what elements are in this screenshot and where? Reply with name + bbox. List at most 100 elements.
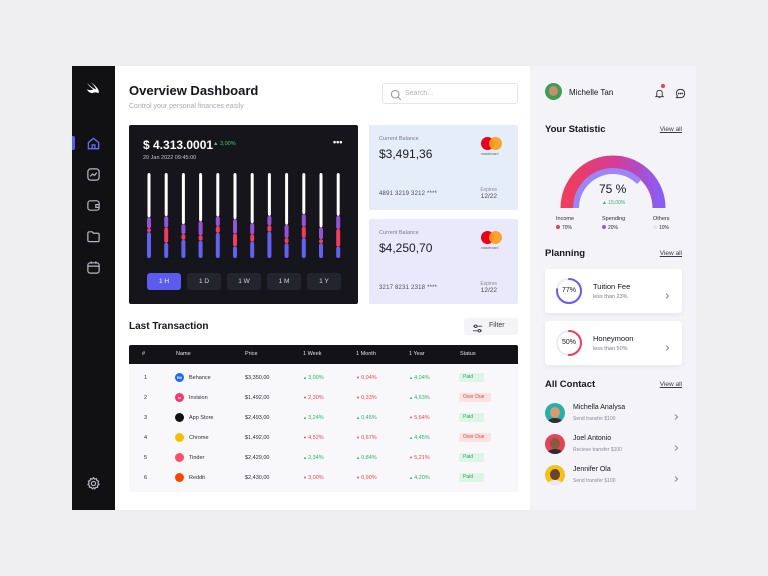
arrow-up-icon: ▲ bbox=[356, 455, 362, 460]
row-price: $3,350,00 bbox=[245, 375, 270, 381]
table-row[interactable]: 6 Reddit $2,430,00 ▼ 3,00% ▼ 0,90% ▲ 4,20% Pai… bbox=[129, 468, 518, 488]
statistic-title: Your Statistic bbox=[545, 124, 606, 135]
user-avatar[interactable] bbox=[545, 83, 562, 100]
legend-income-value: 70% bbox=[556, 225, 572, 231]
chevron-right-icon[interactable] bbox=[672, 470, 680, 482]
contact-transfer-note: Send transfer $100 bbox=[573, 416, 616, 422]
legend-spending-value: 20% bbox=[602, 225, 618, 231]
card-balance-amount: $3,491,36 bbox=[379, 147, 433, 161]
gauge-income-arc bbox=[560, 155, 666, 209]
chart-bar-segment bbox=[302, 173, 306, 215]
contact-name: Jennifer Ola bbox=[573, 466, 611, 473]
table-row[interactable]: 5 Tinder $2,429,00 ▲ 2,34% ▲ 0,84% ▼ 5,21% Pai… bbox=[129, 448, 518, 468]
card-balance-amount: $4,250,70 bbox=[379, 241, 433, 255]
chevron-right-icon[interactable] bbox=[663, 287, 671, 299]
row-month-change: ▼ 0,90% bbox=[356, 475, 377, 481]
planning-view-all-link[interactable]: View all bbox=[659, 250, 682, 257]
table-row[interactable]: 4 Chrome $1,492,00 ▼ 4,52% ▼ 0,67% ▲ 4,45% Ove… bbox=[129, 428, 518, 448]
column-header: 1 Month bbox=[356, 351, 376, 357]
balance-bar-chart bbox=[147, 173, 341, 258]
chevron-right-icon[interactable] bbox=[663, 339, 671, 351]
change-value: 4,45% bbox=[414, 435, 430, 441]
contact-item[interactable]: Michella Analysa Send transfer $100 bbox=[545, 402, 685, 426]
row-year-change: ▲ 4,45% bbox=[409, 435, 430, 441]
row-number: 2 bbox=[144, 395, 148, 401]
contact-item[interactable]: Joel Antonio Recieve transfer $100 bbox=[545, 433, 685, 457]
range-1m-button[interactable]: 1 M bbox=[267, 273, 301, 290]
chevron-right-icon[interactable] bbox=[672, 408, 680, 420]
sidebar-item-calendar[interactable] bbox=[86, 260, 101, 275]
search-box[interactable] bbox=[382, 83, 518, 104]
statistic-view-all-link[interactable]: View all bbox=[659, 126, 682, 133]
chart-bar-segment bbox=[250, 241, 255, 258]
statistic-change: ▲ 15,00% bbox=[602, 200, 626, 206]
sidebar-item-folder[interactable] bbox=[86, 229, 101, 244]
arrow-down-icon: ▼ bbox=[303, 475, 309, 480]
gauge-progress-arc bbox=[573, 168, 642, 209]
column-header: # bbox=[142, 351, 146, 357]
credit-card-2[interactable]: Current Balance $4,250,70 mastercard 321… bbox=[369, 219, 518, 304]
table-row[interactable]: 2 in Invision $1,492,00 ▼ 2,30% ▼ 0,33% ▲ 4,63… bbox=[129, 388, 518, 408]
column-header: Status bbox=[460, 351, 476, 357]
change-value: 0,33% bbox=[361, 395, 377, 401]
legend-others-value: 10% bbox=[653, 225, 669, 231]
sidebar-item-analytics[interactable] bbox=[86, 167, 101, 182]
status-badge: Over Due bbox=[459, 433, 491, 442]
row-month-change: ▼ 0,33% bbox=[356, 395, 377, 401]
mastercard-logo-icon: mastercard bbox=[481, 137, 505, 158]
sidebar-item-settings[interactable] bbox=[86, 476, 101, 491]
sidebar-item-wallet[interactable] bbox=[86, 198, 101, 213]
contacts-view-all-link[interactable]: View all bbox=[659, 381, 682, 388]
range-1y-button[interactable]: 1 Y bbox=[307, 273, 341, 290]
honeymoon-sub: less than 50% bbox=[593, 346, 628, 352]
change-value: 3,00% bbox=[308, 375, 324, 381]
arrow-down-icon: ▼ bbox=[303, 435, 309, 440]
more-options-icon[interactable]: ••• bbox=[333, 137, 343, 147]
chat-icon[interactable] bbox=[675, 86, 686, 99]
planning-card-tuition[interactable]: 77% Tuition Fee less than 23% bbox=[545, 269, 682, 313]
chart-bar-segment bbox=[301, 214, 306, 227]
total-balance: $ 4.313.0001 bbox=[143, 138, 214, 152]
row-month-change: ▲ 0,45% bbox=[356, 415, 377, 421]
change-value: 0,04% bbox=[361, 375, 377, 381]
change-value: 4,04% bbox=[414, 375, 430, 381]
planning-card-honeymoon[interactable]: 50% Honeymoon less than 50% bbox=[545, 321, 682, 365]
wallet-icon bbox=[86, 198, 101, 213]
card-balance-label: Current Balance bbox=[379, 136, 419, 142]
chart-bar-segment bbox=[285, 173, 289, 225]
bell-icon[interactable] bbox=[654, 86, 665, 99]
arrow-down-icon: ▼ bbox=[356, 475, 362, 480]
honeymoon-percent: 50% bbox=[561, 339, 576, 346]
credit-card-1[interactable]: Current Balance $3,491,36 mastercard 489… bbox=[369, 125, 518, 210]
row-week-change: ▼ 2,30% bbox=[303, 395, 324, 401]
range-1h-button[interactable]: 1 H bbox=[147, 273, 181, 290]
row-name: Tinder bbox=[189, 455, 205, 461]
range-1d-button[interactable]: 1 D bbox=[187, 273, 221, 290]
row-name: Reddit bbox=[189, 475, 205, 481]
change-value: 2,30% bbox=[308, 395, 324, 401]
change-value: 2,34% bbox=[308, 455, 324, 461]
swift-logo-icon[interactable] bbox=[85, 80, 100, 95]
search-input[interactable] bbox=[405, 87, 510, 100]
contact-item[interactable]: Jennifer Ola Send transfer $100 bbox=[545, 464, 685, 488]
change-value: 0,67% bbox=[361, 435, 377, 441]
row-price: $1,492,00 bbox=[245, 435, 270, 441]
chart-bar-segment bbox=[164, 173, 168, 217]
sidebar-item-home[interactable] bbox=[86, 136, 101, 151]
table-row[interactable]: 3 App Store $2,493,00 ▲ 3,24% ▲ 0,45% ▼ 5,64%… bbox=[129, 408, 518, 428]
chart-bar-segment bbox=[336, 173, 340, 216]
row-price: $2,430,00 bbox=[245, 475, 270, 481]
chart-bar-segment bbox=[199, 173, 203, 222]
card-expires-label: Expires bbox=[480, 187, 497, 193]
status-badge: Paid bbox=[459, 413, 484, 422]
change-value: 5,21% bbox=[414, 455, 430, 461]
range-1w-button[interactable]: 1 W bbox=[227, 273, 261, 290]
chart-bar-segment bbox=[181, 234, 186, 240]
filter-button[interactable]: Filter bbox=[464, 318, 518, 335]
legend-others-label: Others bbox=[653, 216, 670, 222]
calendar-icon bbox=[86, 260, 101, 275]
table-row[interactable]: 1 Bē Behance $3,350,00 ▲ 3,00% ▼ 0,04% ▲ 4,04%… bbox=[129, 368, 518, 388]
chart-bar-segment bbox=[147, 173, 151, 218]
chevron-right-icon[interactable] bbox=[672, 439, 680, 451]
contact-transfer-note: Send transfer $100 bbox=[573, 478, 616, 484]
